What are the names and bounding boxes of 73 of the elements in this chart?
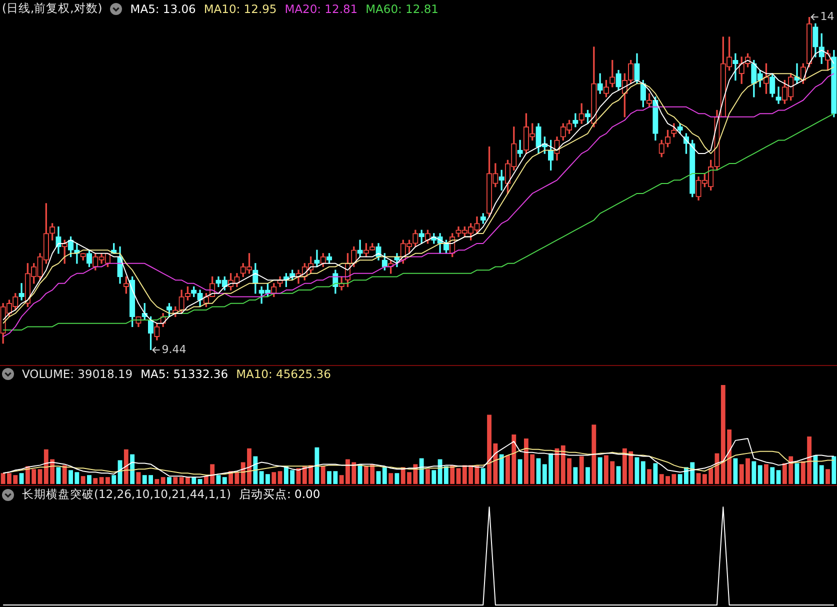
bar	[216, 475, 221, 484]
bar	[388, 473, 394, 484]
bar	[764, 464, 768, 484]
bar	[56, 467, 61, 484]
bar	[819, 465, 824, 484]
bar	[770, 467, 775, 484]
bar	[160, 477, 166, 484]
bar	[93, 478, 98, 484]
bar	[154, 479, 160, 484]
bar	[480, 468, 486, 484]
candlestick	[732, 53, 738, 81]
bar	[586, 467, 590, 484]
bar	[62, 465, 67, 484]
bar	[616, 466, 621, 484]
text: MA20: 12.81	[284, 2, 358, 16]
bar	[382, 467, 387, 484]
bar	[19, 473, 24, 484]
chart-title: 长期横盘突破(12,26,10,10,21,44,1,1)	[22, 487, 231, 502]
bar	[432, 470, 436, 484]
bar	[130, 454, 135, 484]
bar	[394, 473, 400, 484]
candlestick	[18, 283, 24, 300]
bar	[776, 470, 781, 484]
bar	[832, 456, 836, 484]
bar	[80, 476, 86, 484]
bar	[752, 461, 756, 484]
bar	[826, 469, 830, 484]
bar	[222, 477, 227, 484]
bar	[450, 465, 455, 484]
bar	[272, 472, 276, 484]
bar	[592, 424, 596, 484]
text: MA10: 12.95	[204, 2, 277, 16]
bar	[419, 458, 424, 484]
bar	[167, 477, 172, 484]
bar	[640, 461, 646, 484]
bar	[573, 467, 578, 484]
bar	[813, 455, 818, 484]
annotation: 14	[820, 10, 834, 23]
bar	[136, 472, 141, 484]
bar	[376, 471, 381, 484]
text: MA10: 45625.36	[236, 367, 331, 381]
bar	[426, 469, 430, 484]
bar	[518, 459, 522, 484]
bar	[499, 454, 504, 484]
text: MA5: 13.06	[130, 2, 196, 16]
bar	[733, 458, 738, 484]
bar	[456, 468, 461, 484]
chart-title: VOLUME: 39018.19	[22, 367, 133, 381]
annotation: 9.44	[162, 342, 186, 356]
bar	[278, 471, 282, 484]
candlestick	[517, 140, 523, 158]
bar	[579, 456, 584, 484]
bar	[253, 456, 258, 484]
text: MA60: 12.81	[366, 2, 438, 16]
text: MA5: 51332.36	[140, 367, 228, 381]
chart-title: (日线,前复权,对数)	[2, 1, 102, 16]
bar	[598, 457, 602, 484]
bar	[198, 479, 202, 484]
bar	[173, 477, 178, 484]
bar	[647, 469, 652, 484]
bar	[38, 469, 42, 484]
bar	[320, 466, 326, 484]
candlestick	[776, 86, 782, 104]
bar	[314, 447, 320, 484]
bar	[758, 465, 762, 484]
bar	[112, 475, 116, 484]
bar	[124, 449, 128, 484]
text: 启动买点: 0.00	[239, 487, 320, 502]
bar	[653, 463, 658, 484]
bar	[192, 477, 196, 484]
bar	[87, 475, 92, 484]
bar	[794, 463, 800, 484]
bar	[696, 473, 701, 484]
